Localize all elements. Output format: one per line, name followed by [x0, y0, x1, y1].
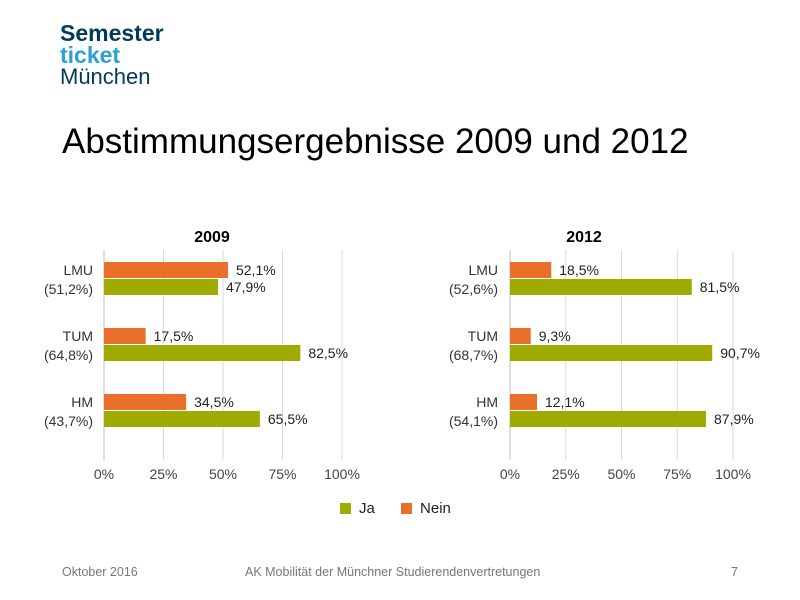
- category-label-0-1-1: (64,8%): [44, 347, 93, 363]
- chart-title-0: 2009: [194, 229, 230, 246]
- bar-ja-1-1: [510, 345, 713, 361]
- chart-title-1: 2012: [566, 229, 602, 246]
- data-label-ja-0-1: 82,5%: [308, 345, 348, 361]
- data-label-nein-1-2: 12,1%: [545, 394, 585, 410]
- legend-label-ja: Ja: [359, 500, 375, 517]
- category-label-1-2-1: (54,1%): [449, 413, 498, 429]
- data-label-ja-1-0: 81,5%: [700, 279, 740, 295]
- category-label-0-2-0: HM: [71, 394, 93, 410]
- bar-ja-0-2: [104, 411, 260, 427]
- bar-nein-0-0: [104, 262, 228, 278]
- x-tick-label-1-0: 0%: [500, 466, 520, 482]
- bar-nein-0-2: [104, 394, 187, 410]
- x-tick-label-1-2: 50%: [607, 466, 635, 482]
- data-label-ja-1-1: 90,7%: [720, 345, 760, 361]
- bar-ja-0-0: [104, 279, 219, 295]
- legend-swatch-ja: [340, 503, 351, 514]
- data-label-nein-0-0: 52,1%: [236, 262, 276, 278]
- x-tick-label-1-3: 75%: [663, 466, 691, 482]
- category-label-1-0-0: LMU: [468, 262, 498, 278]
- category-label-1-1-1: (68,7%): [449, 347, 498, 363]
- data-label-ja-0-2: 65,5%: [268, 411, 308, 427]
- data-label-nein-0-1: 17,5%: [154, 328, 194, 344]
- bar-ja-0-1: [104, 345, 301, 361]
- logo-line-muenchen: München: [60, 64, 151, 89]
- data-label-nein-1-0: 18,5%: [559, 262, 599, 278]
- legend: Ja Nein: [340, 500, 473, 518]
- category-label-0-1-0: TUM: [63, 328, 93, 344]
- page-title: Abstimmungsergebnisse 2009 und 2012: [62, 122, 689, 161]
- footer-organization: AK Mobilität der Münchner Studierendenve…: [245, 565, 541, 579]
- legend-swatch-nein: [401, 503, 413, 514]
- x-tick-label-0-2: 50%: [209, 466, 237, 482]
- x-tick-label-0-0: 0%: [94, 466, 114, 482]
- x-tick-label-1-1: 25%: [552, 466, 580, 482]
- footer-date: Oktober 2016: [62, 565, 138, 579]
- data-label-ja-0-0: 47,9%: [226, 279, 266, 295]
- bar-nein-1-0: [510, 262, 552, 278]
- bar-ja-1-2: [510, 411, 707, 427]
- x-tick-label-1-4: 100%: [715, 466, 751, 482]
- data-label-ja-1-2: 87,9%: [714, 411, 754, 427]
- bar-nein-0-1: [104, 328, 146, 344]
- category-label-1-1-0: TUM: [468, 328, 498, 344]
- bar-nein-1-1: [510, 328, 531, 344]
- logo-line-ticket: ticket: [60, 42, 121, 68]
- x-tick-label-0-1: 25%: [149, 466, 177, 482]
- category-label-1-0-1: (52,6%): [449, 281, 498, 297]
- semesterticket-logo: Semester ticket München: [60, 22, 164, 88]
- data-label-nein-1-1: 9,3%: [539, 328, 571, 344]
- legend-label-nein: Nein: [420, 500, 451, 517]
- data-label-nein-0-2: 34,5%: [194, 394, 234, 410]
- category-label-0-0-0: LMU: [63, 262, 93, 278]
- legend-item-ja: Ja: [340, 500, 375, 517]
- footer-page-number: 7: [731, 565, 738, 579]
- legend-item-nein: Nein: [401, 500, 451, 517]
- x-tick-label-0-3: 75%: [268, 466, 296, 482]
- bar-nein-1-2: [510, 394, 537, 410]
- category-label-0-0-1: (51,2%): [44, 281, 93, 297]
- category-label-0-2-1: (43,7%): [44, 413, 93, 429]
- bar-ja-1-0: [510, 279, 692, 295]
- logo-line-semester: Semester: [60, 20, 164, 46]
- category-label-1-2-0: HM: [476, 394, 498, 410]
- x-tick-label-0-4: 100%: [324, 466, 360, 482]
